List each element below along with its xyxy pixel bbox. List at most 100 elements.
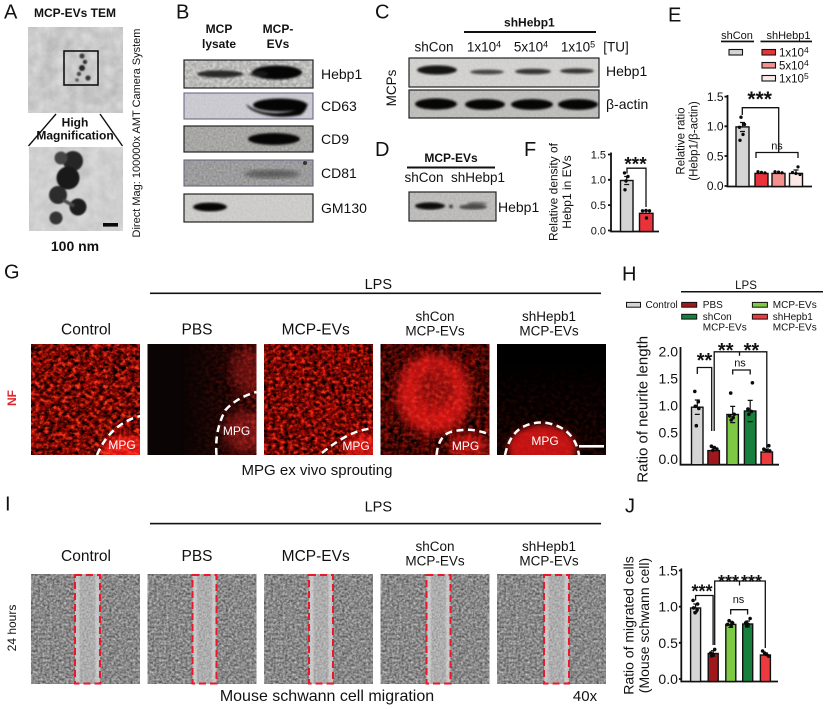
svg-text:ns: ns: [771, 141, 783, 153]
svg-text:Hebp1 in EVs: Hebp1 in EVs: [560, 155, 574, 228]
svg-text:[TU]: [TU]: [603, 40, 629, 55]
svg-text:1.0: 1.0: [658, 599, 678, 615]
svg-text:Hebp1: Hebp1: [321, 66, 362, 82]
svg-text:CD81: CD81: [321, 165, 357, 181]
svg-text:β-actin: β-actin: [606, 96, 648, 112]
svg-text:5x104: 5x104: [779, 58, 809, 73]
svg-text:40x: 40x: [573, 688, 598, 705]
svg-text:D: D: [375, 139, 389, 161]
svg-text:***: ***: [747, 88, 772, 111]
svg-text:MCP-EVs: MCP-EVs: [519, 324, 579, 339]
svg-text:Direct Mag: 100000x AMT Camera: Direct Mag: 100000x AMT Camera System: [131, 29, 143, 238]
svg-text:MCP-EVs: MCP-EVs: [424, 151, 478, 165]
svg-text:(Hebp1/β-actin): (Hebp1/β-actin): [689, 101, 701, 181]
svg-text:E: E: [668, 5, 681, 27]
svg-text:shCon: shCon: [414, 40, 453, 55]
svg-text:shHepb1: shHepb1: [522, 539, 576, 554]
svg-text:J: J: [625, 496, 635, 518]
svg-text:**: **: [718, 340, 734, 362]
svg-text:0.0: 0.0: [658, 671, 678, 687]
svg-text:shHebp1: shHebp1: [766, 30, 810, 42]
svg-text:MPG: MPG: [452, 439, 479, 453]
svg-text:1x105: 1x105: [561, 40, 595, 55]
svg-text:MCP-EVs: MCP-EVs: [773, 300, 817, 311]
svg-text:MPG: MPG: [531, 434, 558, 448]
svg-text:PBS: PBS: [181, 322, 212, 339]
svg-text:Ratio of migrated cells: Ratio of migrated cells: [621, 556, 637, 695]
svg-text:NF: NF: [5, 390, 19, 406]
svg-text:5x104: 5x104: [514, 40, 548, 55]
svg-text:MPG: MPG: [342, 439, 369, 453]
svg-text:1x104: 1x104: [779, 45, 809, 60]
svg-text:100 nm: 100 nm: [51, 238, 99, 254]
svg-text:(Mouse schwann cell): (Mouse schwann cell): [636, 558, 652, 693]
svg-text:Relative ratio: Relative ratio: [676, 107, 688, 174]
svg-text:***: ***: [691, 582, 712, 602]
svg-text:1x105: 1x105: [779, 71, 809, 86]
svg-text:H: H: [622, 264, 636, 286]
svg-text:MPG: MPG: [108, 438, 135, 452]
svg-text:MCP-EVs: MCP-EVs: [405, 554, 465, 569]
svg-text:MCP-EVs: MCP-EVs: [405, 324, 465, 339]
svg-text:ns: ns: [733, 594, 745, 606]
svg-text:MCP-EVs: MCP-EVs: [519, 554, 579, 569]
svg-text:shHebp1: shHebp1: [451, 170, 505, 185]
svg-text:A: A: [4, 2, 18, 24]
svg-text:MCP-EVs: MCP-EVs: [282, 322, 350, 339]
svg-text:MCP: MCP: [206, 22, 233, 36]
svg-text:CD63: CD63: [321, 98, 357, 114]
svg-text:0.0: 0.0: [591, 225, 606, 237]
svg-text:Control: Control: [61, 548, 111, 565]
svg-text:Control: Control: [646, 300, 678, 311]
svg-text:shHepb1: shHepb1: [773, 312, 813, 323]
svg-text:shCon: shCon: [703, 312, 732, 323]
svg-text:1.0: 1.0: [707, 120, 724, 134]
svg-text:MCP-EVs: MCP-EVs: [282, 548, 350, 565]
svg-text:Ratio of neurite length: Ratio of neurite length: [635, 336, 652, 483]
svg-text:***: ***: [741, 572, 762, 592]
svg-text:MCP-: MCP-: [263, 22, 294, 36]
svg-text:MCP-EVs: MCP-EVs: [773, 322, 817, 333]
svg-text:1x104: 1x104: [467, 40, 501, 55]
svg-text:1.5: 1.5: [659, 371, 679, 387]
svg-text:0.0: 0.0: [659, 451, 679, 467]
svg-text:GM130: GM130: [321, 200, 367, 216]
svg-text:1.0: 1.0: [659, 398, 679, 414]
svg-text:lysate: lysate: [202, 37, 236, 51]
svg-text:High: High: [62, 116, 89, 130]
svg-text:Hebp1: Hebp1: [606, 63, 647, 79]
svg-text:MPG: MPG: [223, 424, 250, 438]
svg-text:I: I: [5, 494, 11, 516]
svg-text:0.5: 0.5: [658, 635, 678, 651]
svg-text:***: ***: [624, 155, 647, 176]
svg-text:shCon: shCon: [721, 30, 753, 42]
svg-text:Magnification: Magnification: [36, 129, 113, 143]
svg-text:**: **: [697, 350, 713, 372]
svg-text:LPS: LPS: [365, 500, 392, 516]
svg-text:1.5: 1.5: [658, 563, 678, 579]
svg-text:G: G: [4, 262, 20, 284]
svg-text:24 hours: 24 hours: [5, 605, 19, 652]
svg-text:Hebp1: Hebp1: [498, 199, 539, 215]
svg-text:C: C: [375, 2, 389, 24]
svg-text:CD9: CD9: [321, 131, 349, 147]
svg-text:LPS: LPS: [735, 280, 757, 292]
svg-text:0.5: 0.5: [707, 149, 724, 163]
svg-text:**: **: [744, 340, 760, 362]
svg-text:shCon: shCon: [404, 170, 443, 185]
svg-text:B: B: [176, 2, 189, 24]
svg-text:EVs: EVs: [267, 37, 290, 51]
svg-text:1.0: 1.0: [591, 175, 606, 187]
svg-text:F: F: [524, 139, 536, 161]
svg-text:MCP-EVs TEM: MCP-EVs TEM: [34, 6, 116, 20]
svg-text:ns: ns: [734, 358, 746, 370]
svg-text:Mouse schwann cell migration: Mouse schwann cell migration: [220, 688, 434, 705]
svg-text:shHepb1: shHepb1: [522, 309, 576, 324]
svg-text:***: ***: [718, 572, 739, 592]
svg-text:PBS: PBS: [181, 548, 212, 565]
svg-text:1.5: 1.5: [591, 149, 606, 161]
svg-text:MCPs: MCPs: [384, 69, 399, 106]
svg-text:0.0: 0.0: [707, 179, 724, 193]
svg-text:0.5: 0.5: [659, 424, 679, 440]
svg-text:PBS: PBS: [703, 300, 723, 311]
